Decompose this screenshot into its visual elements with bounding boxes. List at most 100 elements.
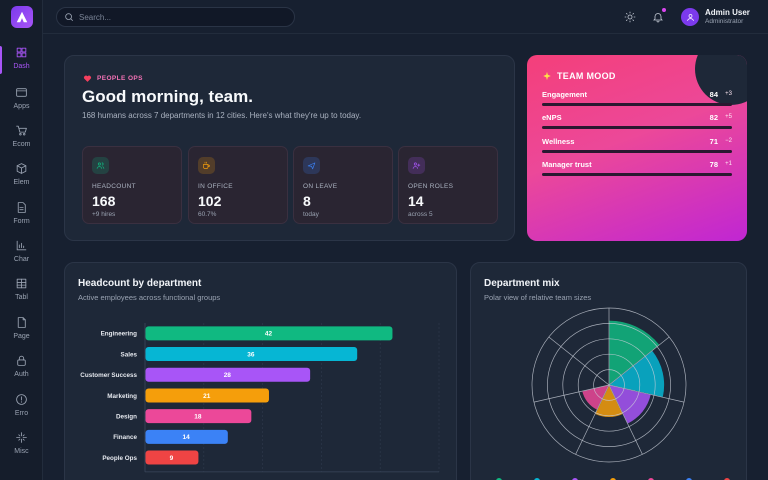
sidebar-item-label: Page [13, 333, 30, 340]
cube-icon [16, 163, 27, 174]
avatar[interactable] [681, 8, 699, 26]
metric-name: Wellness [542, 137, 575, 146]
data-label: 21 [203, 393, 211, 400]
radial-spoke [548, 336, 610, 386]
sidebar-item-label: Form [13, 218, 30, 225]
sidebar-item-apps[interactable]: Apps [0, 86, 43, 120]
stat-label: ON LEAVE [303, 183, 338, 190]
mood-title: TEAM MOOD [542, 71, 616, 81]
stat-value: 102 [198, 193, 222, 209]
logo-icon [16, 11, 28, 23]
sidebar-item-tabl[interactable]: Tabl [0, 277, 43, 311]
dashboard-icon [16, 47, 27, 58]
window-icon [16, 88, 27, 97]
stat-card-in-office[interactable]: IN OFFICE 102 60.7% [188, 146, 288, 224]
sidebar-item-ecom[interactable]: Ecom [0, 124, 43, 158]
stat-icon-box [408, 157, 425, 174]
user-plus-icon [412, 162, 421, 169]
search-input[interactable] [79, 12, 279, 22]
bar[interactable] [145, 326, 393, 341]
bar[interactable] [145, 347, 358, 362]
notification-dot [662, 8, 666, 12]
stat-label: OPEN ROLES [408, 183, 454, 190]
sidebar-item-label: Erro [14, 410, 29, 417]
sparkle-icon [543, 71, 551, 81]
bar[interactable] [145, 429, 228, 444]
sidebar-item-form[interactable]: Form [0, 201, 43, 235]
stat-card-open-roles[interactable]: OPEN ROLES 14 across 5 [398, 146, 498, 224]
stat-value: 14 [408, 193, 424, 209]
sidebar-item-dash[interactable]: Dash [0, 46, 43, 80]
user-name[interactable]: Admin User [705, 8, 750, 17]
y-tick-label: People Ops [102, 455, 137, 462]
sidebar-item-char[interactable]: Char [0, 239, 43, 273]
sidebar-item-misc[interactable]: Misc [0, 431, 43, 465]
user-icon [686, 13, 694, 21]
users-icon [96, 162, 105, 169]
headcount-title: Headcount by department [78, 278, 202, 289]
topbar: Admin User Administrator [43, 0, 768, 34]
sidebar-item-label: Misc [14, 448, 29, 455]
headcount-subtitle: Active employees across functional group… [78, 293, 221, 302]
headcount-chart: 01020304050Engineering42Sales36Customer … [80, 323, 443, 480]
mix-subtitle: Polar view of relative team sizes [484, 293, 592, 302]
radial-spoke [533, 384, 610, 403]
metric-name: Manager trust [542, 160, 592, 169]
sidebar-item-page[interactable]: Page [0, 316, 43, 350]
data-label: 42 [265, 331, 273, 338]
metric-name: eNPS [542, 113, 562, 122]
y-tick-label: Finance [113, 434, 137, 441]
headcount-card: Headcount by department Active employees… [64, 262, 457, 480]
lock-icon [17, 355, 26, 366]
bar[interactable] [145, 388, 269, 403]
metric-progress-bar [542, 103, 732, 106]
stat-card-on-leave[interactable]: ON LEAVE 8 today [293, 146, 393, 224]
heart-icon [84, 75, 91, 82]
decorative-circle [695, 55, 747, 105]
polar-segment[interactable] [608, 350, 665, 398]
stat-icon-box [303, 157, 320, 174]
sun-icon [624, 11, 636, 23]
search-box[interactable] [56, 7, 295, 27]
page-title: Good morning, team. [82, 87, 253, 106]
sidebar-item-auth[interactable]: Auth [0, 354, 43, 388]
stat-label: HEADCOUNT [92, 183, 136, 190]
metric-value: 71 [709, 137, 718, 146]
coffee-icon [203, 161, 210, 169]
stat-sub: 60.7% [198, 211, 217, 218]
radial-spoke [575, 384, 610, 455]
welcome-card: PEOPLE OPS Good morning, team. 168 human… [64, 55, 515, 241]
stat-sub: +9 hires [92, 211, 116, 218]
search-icon [65, 13, 74, 22]
sidebar-item-label: Ecom [12, 141, 31, 148]
metric-progress-bar [542, 126, 732, 129]
theme-toggle-button[interactable] [624, 10, 637, 23]
data-label: 18 [194, 413, 202, 420]
metric-progress-bar [542, 173, 732, 176]
notifications-button[interactable] [652, 8, 666, 23]
department-mix-chart [496, 307, 730, 480]
sidebar-item-elem[interactable]: Elem [0, 162, 43, 196]
radial-spoke [608, 336, 670, 386]
sparkle-icon [16, 432, 27, 443]
y-tick-label: Sales [121, 351, 138, 358]
stat-card-headcount[interactable]: HEADCOUNT 168 +9 hires [82, 146, 182, 224]
alert-icon [16, 394, 27, 405]
bar[interactable] [145, 450, 199, 465]
eyebrow: PEOPLE OPS [83, 74, 143, 83]
sidebar-item-erro[interactable]: Erro [0, 393, 43, 427]
radial-spoke [608, 384, 685, 403]
sidebar: Dash Apps Ecom Elem Form Char Tabl Page Auth Erro… [0, 0, 43, 480]
department-mix-card: Department mix Polar view of relative te… [470, 262, 747, 480]
table-icon [16, 278, 27, 289]
user-role: Administrator [705, 18, 744, 25]
bar[interactable] [145, 409, 252, 424]
y-tick-label: Marketing [107, 393, 137, 400]
stat-value: 8 [303, 193, 311, 209]
stat-label: IN OFFICE [198, 183, 233, 190]
app-logo[interactable] [11, 6, 33, 28]
plane-icon [307, 162, 316, 170]
sidebar-item-label: Auth [14, 371, 29, 378]
form-icon [17, 202, 26, 213]
bar[interactable] [145, 367, 311, 382]
